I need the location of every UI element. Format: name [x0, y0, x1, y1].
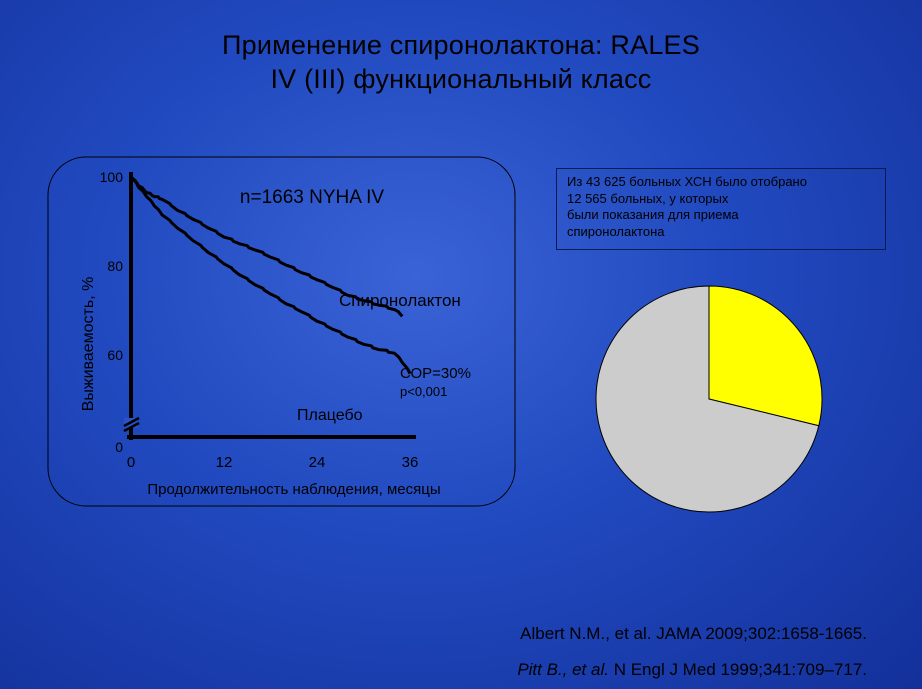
x-axis-title: Продолжительность наблюдения, месяцы [147, 481, 440, 498]
y-axis-title: Выживаемость, % [80, 277, 97, 412]
y-tick-label: 80 [107, 258, 123, 274]
x-tick-label: 24 [309, 454, 326, 471]
pie-slice-other [595, 285, 820, 513]
x-tick-label: 0 [127, 454, 135, 471]
label-hazard-ratio: СОР=30% [400, 365, 471, 382]
series-line-placebo [129, 175, 412, 375]
axis-break-mark [123, 416, 140, 433]
cohort-annotation: n=1663 NYHA IV [240, 187, 385, 208]
slide-title-line2: IV (III) функциональный класс [270, 64, 652, 94]
reference-pitt: Pitt B., et al. N Engl J Med 1999;341:70… [517, 660, 867, 680]
x-tick-label: 36 [402, 454, 419, 471]
info-line-3: были показания для приема [567, 207, 739, 222]
label-spironolactone: Спиронолактон [339, 291, 461, 310]
survival-chart-panel [47, 156, 516, 507]
info-box: Из 43 625 больных ХСН было отобрано 12 5… [556, 168, 886, 250]
x-tick-label: 12 [216, 454, 233, 471]
slide-title: Применение спиронолактона: RALES IV (III… [0, 28, 922, 96]
reference-pitt-authors: Pitt B., et al. [517, 660, 609, 679]
label-p-value: p<0,001 [400, 384, 447, 399]
reference-pitt-journal: N Engl J Med 1999;341:709–717. [608, 660, 867, 679]
pie-slice-selected [708, 285, 823, 427]
pie-chart [595, 285, 823, 513]
y-tick-label: 60 [107, 347, 123, 363]
info-line-4: спиронолактона [567, 223, 665, 239]
y-tick-label: 0 [115, 439, 123, 455]
reference-albert: Albert N.M., et al. JAMA 2009;302:1658-1… [520, 624, 867, 643]
survival-chart: 0 60 80 100 0 12 24 36 Продолжительность наблюде… [80, 169, 471, 498]
info-line-2: 12 565 больных, у которых [567, 190, 729, 206]
info-line-1: Из 43 625 больных ХСН было отобрано [567, 174, 807, 189]
label-placebo: Плацебо [297, 407, 363, 424]
series-line-spironolactone [130, 175, 404, 318]
slide-title-line1: Применение спиронолактона: RALES [222, 30, 700, 60]
y-tick-label: 100 [100, 169, 124, 185]
